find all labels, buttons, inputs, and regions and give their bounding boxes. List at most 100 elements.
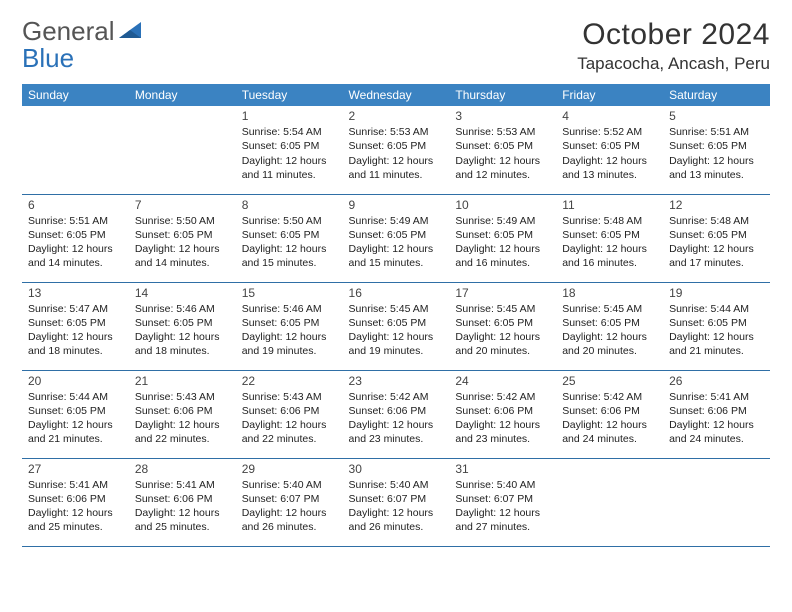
- daylight-line-2: and 11 minutes.: [349, 168, 444, 182]
- daylight-line-1: Daylight: 12 hours: [349, 330, 444, 344]
- daylight-line-2: and 20 minutes.: [455, 344, 550, 358]
- sunset-line: Sunset: 6:06 PM: [242, 404, 337, 418]
- sunrise-line: Sunrise: 5:41 AM: [669, 390, 764, 404]
- daylight-line-1: Daylight: 12 hours: [135, 506, 230, 520]
- sunrise-line: Sunrise: 5:42 AM: [349, 390, 444, 404]
- sunrise-line: Sunrise: 5:41 AM: [28, 478, 123, 492]
- daylight-line-1: Daylight: 12 hours: [669, 154, 764, 168]
- calendar-day-cell: 25Sunrise: 5:42 AMSunset: 6:06 PMDayligh…: [556, 370, 663, 458]
- daylight-line-2: and 17 minutes.: [669, 256, 764, 270]
- sunrise-line: Sunrise: 5:54 AM: [242, 125, 337, 139]
- day-number: 7: [135, 197, 230, 213]
- daylight-line-1: Daylight: 12 hours: [349, 154, 444, 168]
- sunrise-line: Sunrise: 5:48 AM: [562, 214, 657, 228]
- sunset-line: Sunset: 6:06 PM: [135, 404, 230, 418]
- daylight-line-2: and 22 minutes.: [242, 432, 337, 446]
- sunrise-line: Sunrise: 5:51 AM: [669, 125, 764, 139]
- sail-icon: [119, 16, 145, 46]
- day-header: Sunday: [22, 84, 129, 106]
- daylight-line-2: and 13 minutes.: [562, 168, 657, 182]
- calendar-day-cell: 19Sunrise: 5:44 AMSunset: 6:05 PMDayligh…: [663, 282, 770, 370]
- sunset-line: Sunset: 6:05 PM: [135, 228, 230, 242]
- daylight-line-2: and 25 minutes.: [135, 520, 230, 534]
- sunrise-line: Sunrise: 5:42 AM: [562, 390, 657, 404]
- daylight-line-2: and 12 minutes.: [455, 168, 550, 182]
- daylight-line-1: Daylight: 12 hours: [28, 330, 123, 344]
- daylight-line-1: Daylight: 12 hours: [242, 418, 337, 432]
- sunset-line: Sunset: 6:05 PM: [349, 316, 444, 330]
- sunrise-line: Sunrise: 5:51 AM: [28, 214, 123, 228]
- day-number: 18: [562, 285, 657, 301]
- calendar-day-cell: 28Sunrise: 5:41 AMSunset: 6:06 PMDayligh…: [129, 458, 236, 546]
- sunrise-line: Sunrise: 5:46 AM: [242, 302, 337, 316]
- calendar-day-cell: 18Sunrise: 5:45 AMSunset: 6:05 PMDayligh…: [556, 282, 663, 370]
- sunset-line: Sunset: 6:05 PM: [455, 139, 550, 153]
- daylight-line-2: and 27 minutes.: [455, 520, 550, 534]
- day-number: 19: [669, 285, 764, 301]
- day-header: Tuesday: [236, 84, 343, 106]
- daylight-line-1: Daylight: 12 hours: [455, 418, 550, 432]
- daylight-line-2: and 14 minutes.: [135, 256, 230, 270]
- daylight-line-2: and 14 minutes.: [28, 256, 123, 270]
- sunset-line: Sunset: 6:05 PM: [242, 139, 337, 153]
- calendar-day-cell: 2Sunrise: 5:53 AMSunset: 6:05 PMDaylight…: [343, 106, 450, 194]
- sunset-line: Sunset: 6:05 PM: [669, 139, 764, 153]
- day-number: 6: [28, 197, 123, 213]
- sunrise-line: Sunrise: 5:44 AM: [669, 302, 764, 316]
- calendar-day-cell: [556, 458, 663, 546]
- calendar-day-cell: 3Sunrise: 5:53 AMSunset: 6:05 PMDaylight…: [449, 106, 556, 194]
- daylight-line-1: Daylight: 12 hours: [28, 506, 123, 520]
- daylight-line-1: Daylight: 12 hours: [562, 418, 657, 432]
- calendar-day-cell: 8Sunrise: 5:50 AMSunset: 6:05 PMDaylight…: [236, 194, 343, 282]
- daylight-line-1: Daylight: 12 hours: [455, 330, 550, 344]
- calendar-day-cell: 20Sunrise: 5:44 AMSunset: 6:05 PMDayligh…: [22, 370, 129, 458]
- daylight-line-2: and 24 minutes.: [562, 432, 657, 446]
- sunrise-line: Sunrise: 5:50 AM: [135, 214, 230, 228]
- day-number: 10: [455, 197, 550, 213]
- sunrise-line: Sunrise: 5:43 AM: [242, 390, 337, 404]
- daylight-line-2: and 19 minutes.: [349, 344, 444, 358]
- daylight-line-2: and 21 minutes.: [28, 432, 123, 446]
- calendar-day-cell: 4Sunrise: 5:52 AMSunset: 6:05 PMDaylight…: [556, 106, 663, 194]
- daylight-line-1: Daylight: 12 hours: [669, 418, 764, 432]
- sunrise-line: Sunrise: 5:46 AM: [135, 302, 230, 316]
- sunset-line: Sunset: 6:05 PM: [349, 228, 444, 242]
- sunrise-line: Sunrise: 5:45 AM: [455, 302, 550, 316]
- daylight-line-2: and 22 minutes.: [135, 432, 230, 446]
- calendar-week-row: 1Sunrise: 5:54 AMSunset: 6:05 PMDaylight…: [22, 106, 770, 194]
- daylight-line-2: and 23 minutes.: [349, 432, 444, 446]
- calendar-header-row: Sunday Monday Tuesday Wednesday Thursday…: [22, 84, 770, 106]
- day-number: 9: [349, 197, 444, 213]
- daylight-line-2: and 18 minutes.: [135, 344, 230, 358]
- sunrise-line: Sunrise: 5:41 AM: [135, 478, 230, 492]
- sunset-line: Sunset: 6:05 PM: [28, 228, 123, 242]
- daylight-line-1: Daylight: 12 hours: [349, 242, 444, 256]
- title-block: October 2024 Tapacocha, Ancash, Peru: [577, 18, 770, 74]
- sunrise-line: Sunrise: 5:40 AM: [455, 478, 550, 492]
- calendar-day-cell: 7Sunrise: 5:50 AMSunset: 6:05 PMDaylight…: [129, 194, 236, 282]
- calendar-day-cell: 22Sunrise: 5:43 AMSunset: 6:06 PMDayligh…: [236, 370, 343, 458]
- calendar-day-cell: [663, 458, 770, 546]
- day-number: 14: [135, 285, 230, 301]
- daylight-line-1: Daylight: 12 hours: [242, 330, 337, 344]
- daylight-line-2: and 16 minutes.: [455, 256, 550, 270]
- sunrise-line: Sunrise: 5:48 AM: [669, 214, 764, 228]
- day-header: Thursday: [449, 84, 556, 106]
- sunrise-line: Sunrise: 5:50 AM: [242, 214, 337, 228]
- calendar-day-cell: 10Sunrise: 5:49 AMSunset: 6:05 PMDayligh…: [449, 194, 556, 282]
- day-number: 29: [242, 461, 337, 477]
- daylight-line-1: Daylight: 12 hours: [242, 242, 337, 256]
- day-number: 16: [349, 285, 444, 301]
- brand-logo: General Blue: [22, 18, 145, 73]
- calendar-day-cell: 26Sunrise: 5:41 AMSunset: 6:06 PMDayligh…: [663, 370, 770, 458]
- daylight-line-1: Daylight: 12 hours: [28, 418, 123, 432]
- calendar-day-cell: 17Sunrise: 5:45 AMSunset: 6:05 PMDayligh…: [449, 282, 556, 370]
- day-number: 22: [242, 373, 337, 389]
- location: Tapacocha, Ancash, Peru: [577, 54, 770, 74]
- day-number: 2: [349, 108, 444, 124]
- day-number: 17: [455, 285, 550, 301]
- calendar-week-row: 13Sunrise: 5:47 AMSunset: 6:05 PMDayligh…: [22, 282, 770, 370]
- day-header: Wednesday: [343, 84, 450, 106]
- calendar-day-cell: 15Sunrise: 5:46 AMSunset: 6:05 PMDayligh…: [236, 282, 343, 370]
- sunrise-line: Sunrise: 5:44 AM: [28, 390, 123, 404]
